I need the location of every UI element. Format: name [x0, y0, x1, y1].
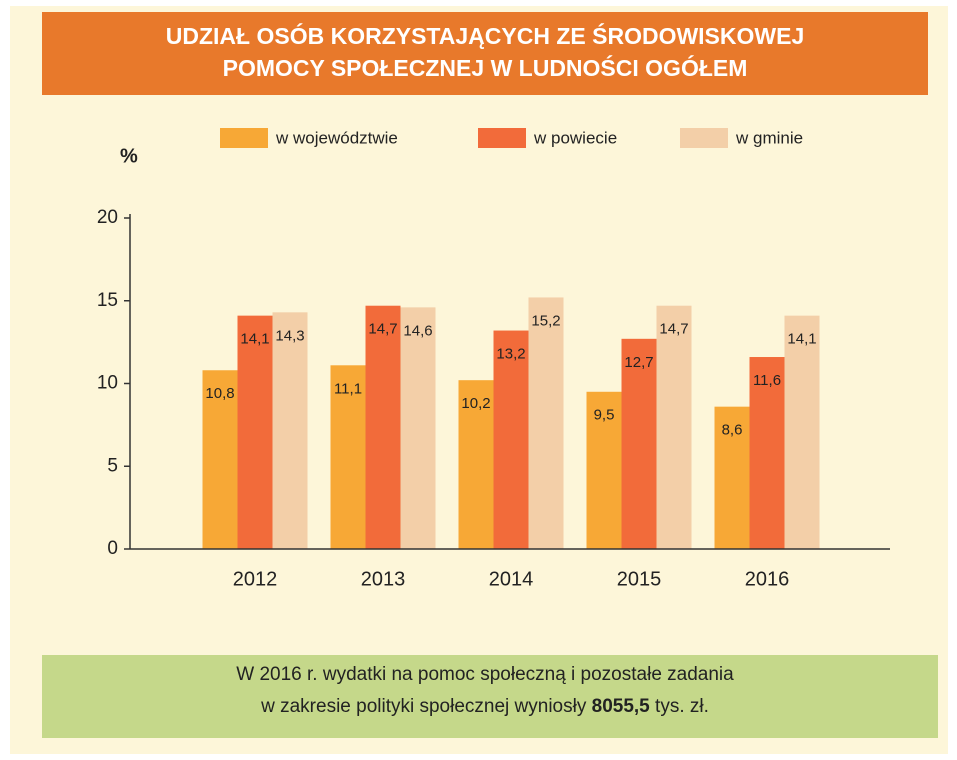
bar	[621, 338, 657, 549]
bar	[330, 365, 366, 549]
value-label: 14,1	[787, 331, 816, 348]
x-tick-label: 2016	[745, 568, 790, 590]
legend-swatch	[680, 128, 728, 148]
note: w zakresie polityki społecznej wyniosły	[260, 696, 587, 717]
x-tick-label: 2012	[233, 568, 278, 590]
note: tys. zł.	[655, 696, 709, 717]
value-label: 10,2	[461, 395, 490, 412]
note-bold: 8055,5	[592, 696, 651, 717]
bar	[714, 406, 750, 549]
value-label: 9,5	[594, 407, 615, 424]
legend-label: w gminie	[735, 128, 803, 147]
value-label: 14,6	[403, 322, 432, 339]
value-label: 8,6	[722, 422, 743, 439]
y-axis-label: %	[120, 145, 138, 167]
value-label: 14,3	[275, 327, 304, 344]
value-label: 11,1	[334, 380, 362, 397]
bar	[458, 380, 494, 549]
bar	[656, 305, 692, 549]
note-box	[42, 655, 938, 738]
note: W 2016 r. wydatki na pomoc społeczną i p…	[236, 664, 734, 685]
bar	[365, 305, 401, 549]
chart-title: POMOCY SPOŁECZNEJ W LUDNOŚCI OGÓŁEM	[223, 54, 748, 81]
y-tick-label: 5	[107, 455, 118, 476]
bar	[400, 307, 436, 549]
x-tick-label: 2013	[361, 568, 406, 590]
note: w zakresie polityki społecznej wyniosły …	[260, 696, 709, 717]
legend-swatch	[220, 128, 268, 148]
x-tick-label: 2015	[617, 568, 662, 590]
value-label: 12,7	[624, 354, 653, 371]
legend-label: w województwie	[275, 128, 398, 147]
value-label: 13,2	[496, 346, 525, 363]
value-label: 14,7	[659, 321, 688, 338]
value-label: 10,8	[205, 385, 234, 402]
value-label: 15,2	[531, 312, 560, 329]
legend-swatch	[478, 128, 526, 148]
legend-label: w powiecie	[533, 128, 617, 147]
bar	[202, 370, 238, 549]
x-tick-label: 2014	[489, 568, 534, 590]
bar	[493, 330, 529, 549]
y-tick-label: 10	[97, 373, 118, 394]
bar	[586, 391, 622, 549]
value-label: 14,7	[368, 321, 397, 338]
bar	[237, 315, 273, 549]
bar	[749, 357, 785, 549]
y-tick-label: 15	[97, 290, 118, 311]
value-label: 14,1	[240, 331, 269, 348]
bar	[528, 297, 564, 549]
title-bar	[42, 12, 928, 95]
chart-title: UDZIAŁ OSÓB KORZYSTAJĄCYCH ZE ŚRODOWISKO…	[166, 22, 805, 49]
bar	[784, 315, 820, 549]
value-label: 11,6	[753, 372, 781, 389]
bar	[272, 312, 308, 549]
y-tick-label: 20	[97, 207, 118, 228]
y-tick-label: 0	[107, 538, 118, 559]
